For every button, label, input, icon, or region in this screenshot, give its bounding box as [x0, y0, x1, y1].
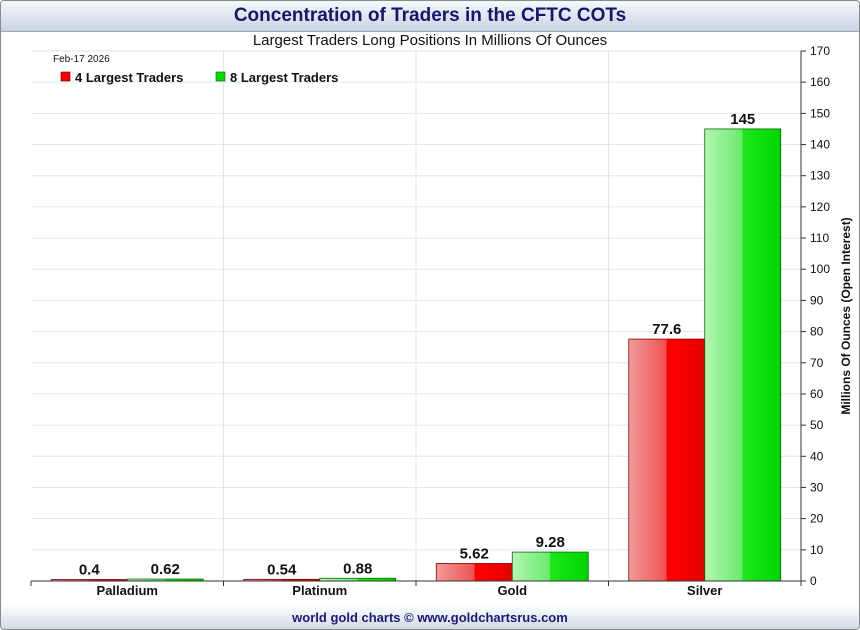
y-axis-title: Millions Of Ounces (Open Interest) [839, 217, 853, 414]
y-tick-label: 80 [810, 325, 824, 339]
bar-4-largest-gold [435, 563, 513, 582]
bar-8-largest-silver [704, 128, 782, 582]
title-bar: Concentration of Traders in the CFTC COT… [1, 1, 859, 32]
y-tick-label: 170 [810, 44, 830, 58]
footer-credit: world gold charts © www.goldchartsrus.co… [292, 610, 568, 625]
legend-label-4-largest: 4 Largest Traders [75, 70, 183, 85]
x-tick-label-silver: Silver [687, 583, 722, 598]
data-label-8-largest-palladium: 0.62 [151, 561, 180, 578]
data-label-8-largest-silver: 145 [730, 111, 755, 128]
chart-subtitle: Largest Traders Long Positions In Millio… [252, 32, 608, 49]
y-tick-label: 100 [810, 262, 830, 276]
y-tick-label: 50 [810, 418, 824, 432]
data-label-4-largest-gold: 5.62 [460, 545, 489, 562]
legend-label-8-largest: 8 Largest Traders [230, 70, 338, 85]
y-tick-label: 70 [810, 356, 824, 370]
legend: 4 Largest Traders 8 Largest Traders [60, 70, 338, 85]
data-label-4-largest-silver: 77.6 [652, 321, 681, 338]
bars: 0.4 0.62 0.54 0.88 5.62 9.28 77.6 145 [50, 111, 782, 582]
y-tick-label: 40 [810, 449, 824, 463]
bar-4-largest-silver [628, 338, 706, 582]
y-tick-label: 120 [810, 200, 830, 214]
y-tick-label: 0 [810, 574, 817, 588]
data-label-4-largest-palladium: 0.4 [79, 562, 101, 579]
legend-swatch-4-largest [60, 71, 71, 82]
y-tick-label: 30 [810, 480, 824, 494]
axes: 0 10 20 30 40 50 60 70 80 90 100 110 120 130 140 150 160… [30, 44, 830, 598]
data-label-4-largest-platinum: 0.54 [267, 561, 297, 578]
legend-swatch-8-largest [215, 71, 226, 82]
footer-bar: world gold charts © www.goldchartsrus.co… [1, 605, 859, 629]
y-tick-label: 110 [810, 231, 829, 245]
y-tick-label: 130 [810, 169, 830, 183]
bar-8-largest-gold [511, 551, 589, 582]
y-tick-label: 10 [810, 543, 824, 557]
y-tick-label: 140 [810, 138, 830, 152]
y-tick-label: 60 [810, 387, 824, 401]
date-label: Feb-17 2026 [53, 54, 110, 65]
chart-title: Concentration of Traders in the CFTC COT… [233, 5, 627, 26]
x-tick-label-gold: Gold [497, 583, 527, 598]
y-tick-label: 150 [810, 106, 830, 120]
x-tick-label-platinum: Platinum [292, 583, 347, 598]
data-label-8-largest-platinum: 0.88 [343, 560, 372, 577]
data-label-8-largest-gold: 9.28 [536, 534, 565, 551]
y-tick-label: 160 [810, 75, 830, 89]
x-tick-label-palladium: Palladium [97, 583, 158, 598]
y-tick-label: 90 [810, 293, 824, 307]
y-tick-label: 20 [810, 512, 824, 526]
